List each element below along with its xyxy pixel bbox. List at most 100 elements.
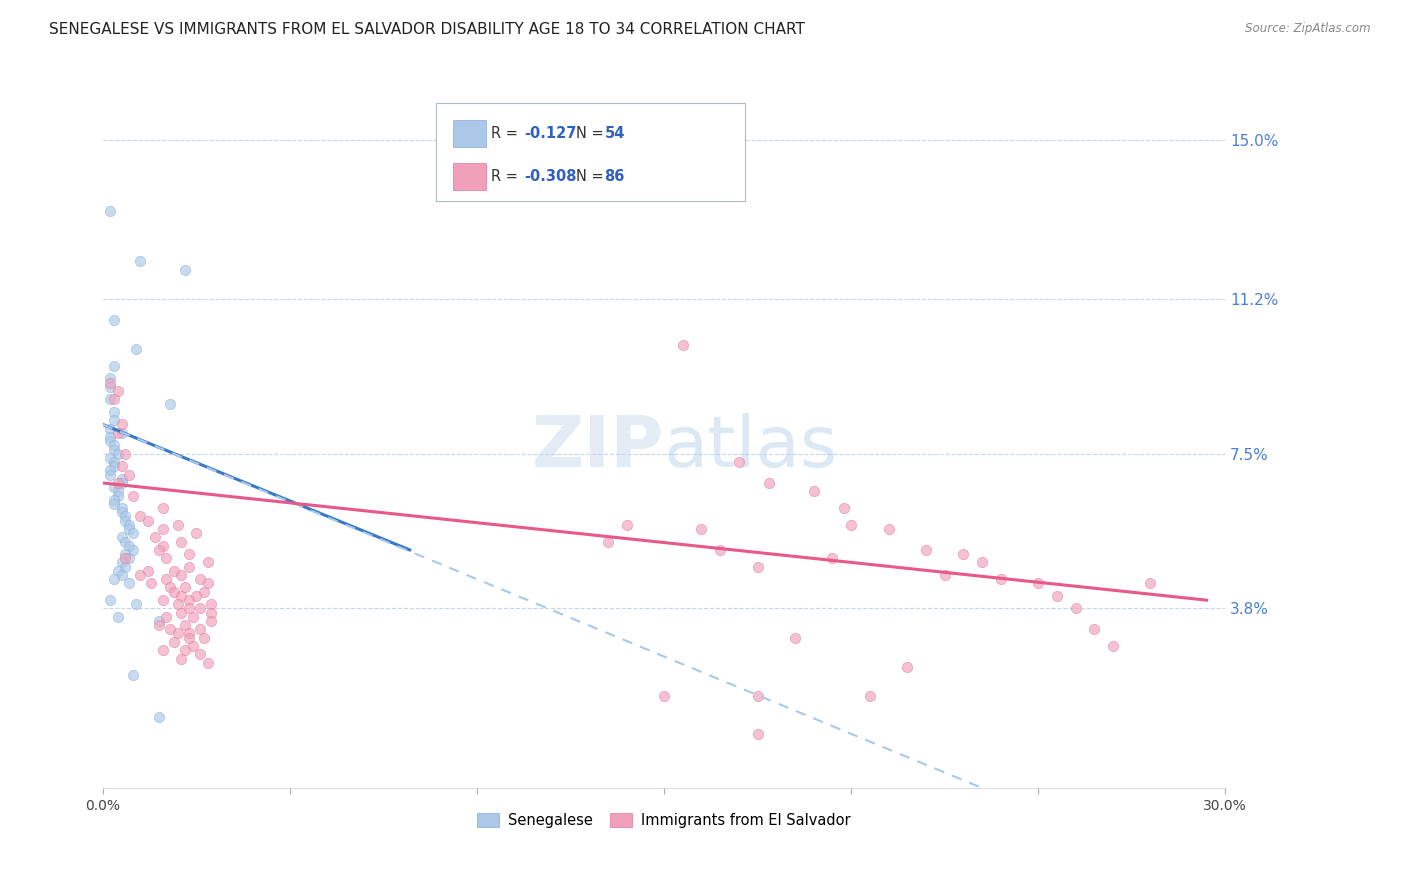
Point bbox=[170, 651, 193, 665]
Point bbox=[114, 447, 136, 461]
Point bbox=[200, 597, 222, 611]
Point bbox=[188, 601, 211, 615]
Point bbox=[174, 618, 197, 632]
Point bbox=[110, 530, 132, 544]
Point bbox=[970, 556, 993, 570]
Point bbox=[177, 547, 200, 561]
Point bbox=[166, 597, 188, 611]
Point bbox=[934, 568, 956, 582]
Point bbox=[159, 581, 181, 595]
Point bbox=[163, 564, 186, 578]
Point bbox=[821, 551, 844, 566]
Point bbox=[107, 425, 129, 440]
Point bbox=[114, 534, 136, 549]
Point bbox=[103, 405, 125, 419]
Point bbox=[110, 556, 132, 570]
Point bbox=[103, 359, 125, 373]
Point bbox=[107, 447, 129, 461]
Point bbox=[98, 376, 121, 390]
Legend: Senegalese, Immigrants from El Salvador: Senegalese, Immigrants from El Salvador bbox=[471, 807, 856, 834]
Point bbox=[114, 514, 136, 528]
Point bbox=[103, 438, 125, 452]
Point bbox=[152, 643, 174, 657]
Point bbox=[163, 584, 186, 599]
Point bbox=[98, 593, 121, 607]
Point bbox=[98, 392, 121, 407]
Point bbox=[193, 584, 215, 599]
Point bbox=[118, 517, 141, 532]
Point bbox=[1046, 589, 1069, 603]
Point bbox=[98, 371, 121, 385]
Point bbox=[200, 606, 222, 620]
Point bbox=[1139, 576, 1161, 591]
Text: R =: R = bbox=[491, 127, 522, 141]
Point bbox=[148, 618, 170, 632]
Point bbox=[1026, 576, 1049, 591]
Point bbox=[193, 631, 215, 645]
Point bbox=[125, 597, 148, 611]
Point bbox=[690, 522, 713, 536]
Point bbox=[103, 442, 125, 457]
Point bbox=[107, 609, 129, 624]
Point bbox=[181, 609, 204, 624]
Text: ZIP: ZIP bbox=[531, 412, 664, 482]
Point bbox=[672, 338, 695, 352]
Text: SENEGALESE VS IMMIGRANTS FROM EL SALVADOR DISABILITY AGE 18 TO 34 CORRELATION CH: SENEGALESE VS IMMIGRANTS FROM EL SALVADO… bbox=[49, 22, 806, 37]
Point bbox=[181, 639, 204, 653]
Point bbox=[747, 689, 769, 703]
Point bbox=[155, 551, 177, 566]
Text: N =: N = bbox=[576, 169, 609, 184]
Point bbox=[103, 392, 125, 407]
Point bbox=[110, 475, 132, 490]
Point bbox=[125, 342, 148, 356]
Point bbox=[110, 505, 132, 519]
Point bbox=[177, 593, 200, 607]
Point bbox=[114, 551, 136, 566]
Point bbox=[728, 455, 751, 469]
Point bbox=[114, 559, 136, 574]
Point bbox=[163, 635, 186, 649]
Point bbox=[174, 581, 197, 595]
Point bbox=[177, 631, 200, 645]
Point bbox=[107, 475, 129, 490]
Point bbox=[170, 589, 193, 603]
Point bbox=[110, 417, 132, 432]
Point bbox=[152, 501, 174, 516]
Point bbox=[107, 384, 129, 398]
Point bbox=[136, 514, 159, 528]
Point bbox=[107, 564, 129, 578]
Point bbox=[114, 509, 136, 524]
Point bbox=[129, 509, 152, 524]
Text: 54: 54 bbox=[605, 127, 624, 141]
Point bbox=[859, 689, 882, 703]
Point bbox=[952, 547, 974, 561]
Point bbox=[110, 568, 132, 582]
Point bbox=[915, 542, 938, 557]
Point bbox=[1064, 601, 1087, 615]
Point bbox=[103, 313, 125, 327]
Point bbox=[596, 534, 619, 549]
Point bbox=[197, 576, 219, 591]
Point bbox=[177, 626, 200, 640]
Point bbox=[118, 539, 141, 553]
Point bbox=[159, 396, 181, 410]
Point bbox=[110, 472, 132, 486]
Point bbox=[783, 631, 806, 645]
Point bbox=[103, 497, 125, 511]
Point bbox=[188, 623, 211, 637]
Point bbox=[118, 522, 141, 536]
Point bbox=[121, 489, 143, 503]
Point bbox=[110, 425, 132, 440]
Point bbox=[170, 606, 193, 620]
Point bbox=[118, 576, 141, 591]
Point bbox=[114, 547, 136, 561]
Point bbox=[98, 430, 121, 444]
Text: N =: N = bbox=[576, 127, 609, 141]
Point bbox=[159, 623, 181, 637]
Point bbox=[200, 614, 222, 628]
Point bbox=[118, 551, 141, 566]
Point bbox=[177, 601, 200, 615]
Point bbox=[155, 609, 177, 624]
Point bbox=[152, 539, 174, 553]
Point bbox=[186, 589, 208, 603]
